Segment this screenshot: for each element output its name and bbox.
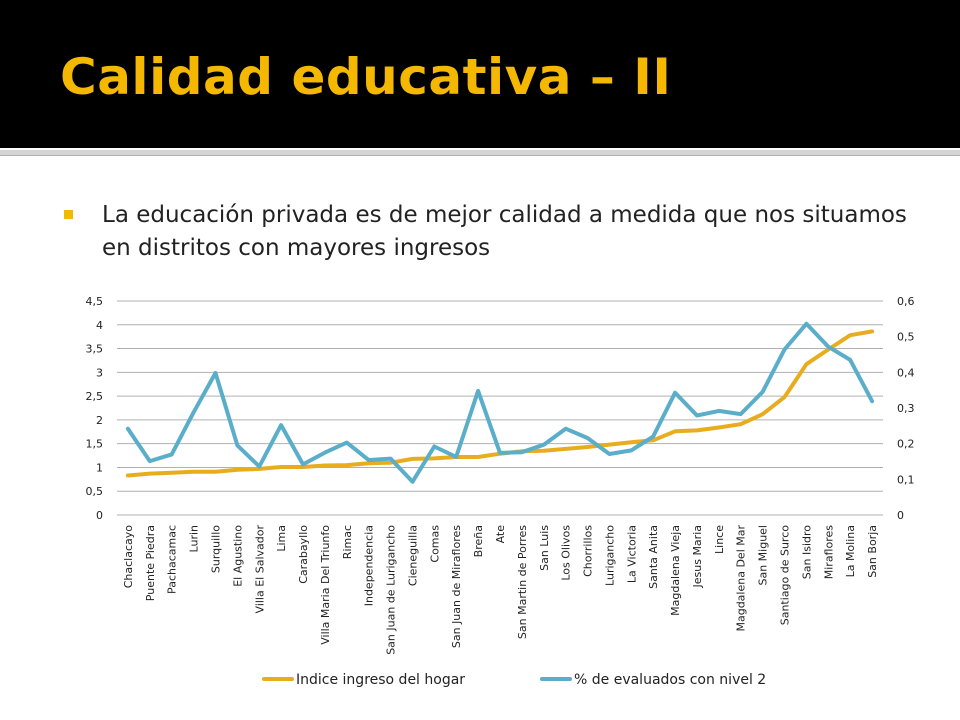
- right-tick-label: 0,5: [897, 331, 915, 344]
- bullet-item: La educación privada es de mejor calidad…: [62, 199, 922, 265]
- x-tick-label: Pachacamac: [166, 525, 179, 594]
- x-tick-label: Santiago de Surco: [779, 525, 792, 626]
- x-axis-ticks: Chaclacayo Puente Piedra Pachacamac Lurin Su…: [122, 525, 879, 655]
- x-tick-label: Lima: [275, 525, 288, 552]
- x-tick-label: Comas: [428, 525, 441, 563]
- x-tick-label: Carabayllo: [297, 525, 310, 584]
- left-tick-label: 1,5: [86, 438, 104, 451]
- x-tick-label: Lince: [713, 525, 726, 554]
- x-tick-label: San Borja: [866, 525, 879, 578]
- x-tick-label: Surquillo: [209, 525, 222, 573]
- right-tick-label: 0,2: [897, 438, 915, 451]
- x-tick-label: Villa El Salvador: [253, 525, 266, 614]
- x-tick-label: Villa Maria Del Triunfo: [319, 525, 332, 645]
- chart-legend: Indice ingreso del hogar % de evaluados …: [262, 672, 766, 688]
- header-divider: [0, 150, 960, 156]
- x-tick-label: Miraflores: [822, 525, 835, 580]
- right-tick-label: 0,6: [897, 295, 915, 308]
- x-tick-label: Los Olivos: [560, 525, 573, 581]
- left-tick-label: 3,5: [86, 343, 104, 356]
- left-tick-label: 0: [96, 509, 103, 522]
- bullet-text: La educación privada es de mejor calidad…: [102, 202, 907, 261]
- legend-label-income: Indice ingreso del hogar: [296, 672, 465, 688]
- left-tick-label: 0,5: [86, 485, 104, 498]
- square-bullet-icon: [64, 210, 73, 219]
- slide-title: Calidad educativa – II: [60, 48, 672, 106]
- right-tick-label: 0,1: [897, 473, 915, 486]
- x-tick-label: San Isidro: [800, 525, 813, 579]
- x-tick-label: San Juan de Miraflores: [450, 525, 463, 648]
- x-tick-label: El Agustino: [231, 525, 244, 587]
- left-tick-label: 4,5: [86, 295, 104, 308]
- x-tick-label: Chaclacayo: [122, 525, 135, 589]
- left-tick-label: 2: [96, 414, 103, 427]
- right-tick-label: 0: [897, 509, 904, 522]
- x-tick-label: Independencia: [363, 525, 376, 606]
- x-tick-label: Rimac: [341, 525, 354, 559]
- left-tick-label: 1: [96, 461, 103, 474]
- left-tick-label: 3: [96, 366, 103, 379]
- x-tick-label: San Martin de Porres: [516, 525, 529, 639]
- left-tick-label: 2,5: [86, 390, 104, 403]
- x-tick-label: Lurigancho: [603, 525, 616, 586]
- right-tick-label: 0,4: [897, 366, 915, 379]
- legend-label-eval: % de evaluados con nivel 2: [574, 672, 766, 688]
- chart-gridlines: [117, 300, 883, 516]
- x-tick-label: Magdalena Del Mar: [735, 525, 748, 632]
- x-tick-label: Ate: [494, 525, 507, 544]
- x-tick-label: Jesus Maria: [691, 525, 704, 589]
- x-tick-label: Puente Piedra: [144, 525, 157, 601]
- left-tick-label: 4: [96, 319, 103, 332]
- x-tick-label: La Victoria: [625, 525, 638, 583]
- x-tick-label: San Luis: [538, 525, 551, 571]
- left-axis-ticks: 0 0,5 1 1,5 2 2,5 3 3,5 4 4,5: [86, 295, 104, 522]
- right-axis-ticks: 0 0,1 0,2 0,3 0,4 0,5 0,6: [897, 295, 915, 522]
- x-tick-label: Chorrillos: [582, 525, 595, 577]
- x-tick-label: La Molina: [844, 525, 857, 577]
- x-tick-label: San Juan de Lurigancho: [385, 525, 398, 655]
- x-tick-label: Magdalena Vieja: [669, 525, 682, 616]
- series-line-eval: [125, 321, 875, 484]
- x-tick-label: Lurin: [188, 525, 201, 552]
- chart-series: [125, 321, 875, 484]
- x-tick-label: Santa Anita: [647, 525, 660, 589]
- x-tick-label: San Miguel: [757, 525, 770, 586]
- x-tick-label: Breña: [472, 525, 485, 557]
- slide-header: [0, 0, 960, 148]
- right-tick-label: 0,3: [897, 402, 915, 415]
- x-tick-label: Cieneguilla: [406, 525, 419, 586]
